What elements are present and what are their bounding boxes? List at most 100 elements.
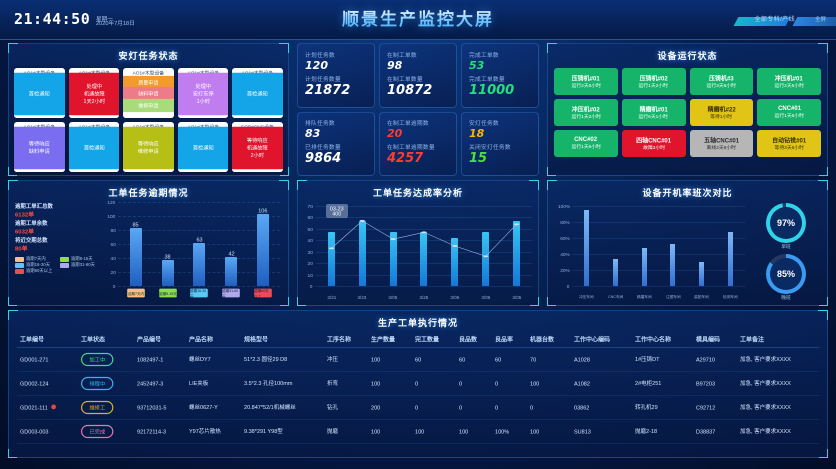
bar bbox=[327, 232, 335, 286]
y-tick: 80 bbox=[110, 227, 116, 233]
x-category-chip: 逾期31-60天 bbox=[222, 288, 241, 299]
stat-cell: 在制工单数 98 在制工单数量 10872 bbox=[379, 43, 457, 108]
table-cell: 折弯 bbox=[324, 371, 369, 396]
equipment-tile[interactable]: 自动钻铣#01 等待3天6小时 bbox=[757, 130, 822, 157]
andon-card[interactable]: COB#CNC设备等待响应机通故障2小时 bbox=[232, 122, 284, 172]
andon-card-body: 首检通知 bbox=[232, 72, 284, 116]
x-category-chip: 逾期7天内 bbox=[127, 288, 145, 298]
table-cell: 03862 bbox=[571, 395, 633, 420]
worksheet-table-wrap: 工单编号 工单状态 产品编号 产品名称 规格型号 工序名称 生产数量 完工数量 良品数 良品率 机器… bbox=[9, 332, 827, 444]
table-cell: 60 bbox=[412, 347, 457, 372]
stat-value: 15 bbox=[469, 151, 488, 167]
andon-card[interactable]: AO1#木型设备首检通知 bbox=[14, 68, 65, 118]
andon-card[interactable]: AO1#木型设备首检通知 bbox=[68, 122, 120, 172]
table-row[interactable]: GD021-111 维修工 93712031-5 螺丝0627-Y 20.847*52/… bbox=[17, 395, 819, 420]
andon-card-body: 处理中 安灯东停 1小时 bbox=[177, 72, 229, 116]
warning-dot bbox=[51, 404, 57, 410]
achievement-line-points bbox=[328, 219, 520, 258]
equipment-tile[interactable]: 压铸机#01 运行2天6小时 bbox=[553, 68, 618, 95]
y-tick: 60 bbox=[110, 241, 116, 247]
table-cell: 抛磨 bbox=[324, 419, 369, 444]
table-cell: A29710 bbox=[692, 347, 737, 372]
equipment-tile[interactable]: 四轴CNC#01 故障3小时 bbox=[621, 130, 686, 157]
table-column-header: 良品率 bbox=[491, 332, 528, 348]
equipment-status: 运行1天6小时 bbox=[571, 143, 601, 150]
current-date: 星期一 2020年7月18日 bbox=[96, 16, 135, 28]
equipment-name: 压铸机#3 bbox=[709, 75, 734, 83]
stat-label: 安灯任务数 bbox=[469, 121, 499, 128]
bar bbox=[612, 258, 618, 286]
overdue-chart-title: 工单任务逾期情况 bbox=[108, 188, 189, 198]
date-label: 2020年7月18日 bbox=[96, 21, 135, 28]
table-cell: 51*2.3 圆径29 D8 bbox=[240, 347, 325, 372]
andon-card[interactable]: AO1#木型设备首检通知 bbox=[177, 122, 229, 172]
andon-card[interactable]: AO1#木型设备处理中安灯东停1小时 bbox=[177, 68, 229, 118]
table-column-header: 工序名称 bbox=[324, 332, 369, 348]
stat-label: 在制工单数 bbox=[387, 52, 417, 60]
table-cell: C92712 bbox=[692, 395, 737, 420]
andon-card[interactable]: AO1#木型设备等待响应维修申请 bbox=[123, 122, 174, 172]
chart-tooltip: 03-23 400 bbox=[326, 204, 348, 218]
gauge-value: 85% bbox=[776, 269, 795, 279]
table-cell: LIE夹板 bbox=[185, 371, 241, 396]
stat-value: 10872 bbox=[387, 82, 433, 98]
y-tick: 20 bbox=[110, 269, 116, 275]
overdue-summary-row: 将近交期总数 80单 bbox=[15, 237, 101, 252]
table-cell: 93712031-5 bbox=[134, 395, 186, 420]
andon-card[interactable]: AO1#木型设备首检通知 bbox=[232, 68, 284, 118]
x-tick: 精磨车间 bbox=[637, 294, 652, 300]
table-cell: 2452497-3 bbox=[134, 371, 186, 396]
equipment-tile[interactable]: 精磨机#01 运行6天1小时 bbox=[621, 99, 686, 126]
equipment-status: 等待1小时 bbox=[710, 112, 733, 119]
andon-grid: AO1#木型设备首检通知AO1#木型设备处理中机通故障1天2小时AO1#木型设备… bbox=[9, 65, 288, 177]
equipment-tile[interactable]: 五轴CNC#01 离线2天6小时 bbox=[689, 130, 754, 157]
overdue-summary-value: 80单 bbox=[15, 245, 28, 253]
status-badge: 已完成 bbox=[81, 424, 114, 439]
legend-item: 逾期7天内 bbox=[15, 257, 57, 262]
equipment-tile[interactable]: CNC#01 运行1天6小时 bbox=[757, 99, 822, 126]
stat-label: 计划任务数量 bbox=[305, 76, 341, 84]
stat-cell: 计划任务数 120 计划任务数量 21872 bbox=[297, 43, 376, 108]
bar-value-label: 38 bbox=[164, 253, 171, 260]
equipment-tile[interactable]: 压铸机#3 运行3天6小时 bbox=[689, 68, 754, 95]
equipment-status: 等待3天6小时 bbox=[774, 143, 804, 150]
bar-group: 38 bbox=[157, 204, 179, 286]
gauge-value: 97% bbox=[776, 218, 795, 228]
equipment-tile[interactable]: 冲压机#01 运行2天5小时 bbox=[757, 68, 822, 95]
overdue-chart-panel: 工单任务逾期情况 逾期工单汇总数 6132单 逾期工单余数 6032单 将近交期总数 80… bbox=[8, 180, 289, 306]
andon-card[interactable]: AO1#木型设备 质量申请 缺料申请 维修申请 bbox=[123, 68, 174, 118]
stat-label: 计划任务数 bbox=[305, 52, 335, 60]
overdue-legend-keys: 逾期7天内 逾期8-15天 逾期16-30天 逾期31-60天 逾期60天以上 bbox=[15, 257, 101, 274]
table-row[interactable]: GD002-124 排程中 2452497-3 LIE夹板 3.5*2.3 孔径100m… bbox=[17, 371, 819, 396]
line-selector[interactable]: 全部专科/产线 bbox=[754, 17, 795, 23]
grid-line bbox=[118, 216, 280, 217]
equipment-status: 运行1天2小时 bbox=[638, 81, 669, 88]
andon-card-footer bbox=[123, 111, 174, 118]
andon-card[interactable]: AO1#木型设备处理中机通故障1天2小时 bbox=[68, 68, 120, 118]
x-tick: 注塑车间 bbox=[665, 294, 681, 300]
andon-card[interactable]: AO1#木型设备等待响应缺料申请 bbox=[14, 122, 65, 172]
equipment-name: 压铸机#01 bbox=[571, 75, 600, 83]
equipment-name: 精磨机#22 bbox=[707, 106, 736, 114]
stat-cell: 安灯任务数 18 关闭安灯任务数 15 bbox=[461, 111, 539, 176]
fullscreen-button[interactable]: 全屏 bbox=[814, 16, 826, 23]
andon-card-text: 首检通知 bbox=[14, 72, 65, 116]
table-row[interactable]: GD003-003 已完成 92172114-3 Y97芯片散热 9.38*291 Y9… bbox=[17, 419, 819, 444]
table-cell: 0 bbox=[456, 371, 492, 396]
gauge-ring: 85% bbox=[765, 254, 806, 294]
equipment-tile[interactable]: CNC#02 运行1天6小时 bbox=[553, 130, 618, 157]
table-header-row: 工单编号 工单状态 产品编号 产品名称 规格型号 工序名称 生产数量 完工数量 良品数 良品率 机器… bbox=[17, 332, 819, 348]
equipment-tile[interactable]: 压铸机#02 运行1天2小时 bbox=[621, 68, 686, 95]
equipment-tile[interactable]: 精磨机#22 等待1小时 bbox=[689, 99, 754, 126]
y-tick: 40 bbox=[307, 237, 313, 244]
equipment-name: CNC#01 bbox=[777, 105, 801, 113]
equipment-tile[interactable]: 冲压机#02 运行1天2小时 bbox=[553, 99, 618, 126]
table-cell: 100 bbox=[527, 371, 572, 396]
equipment-status: 离线2天6小时 bbox=[706, 143, 737, 150]
table-row[interactable]: GD001-271 加工中 1082497-1 螺丝DY7 51*2.3 圆径29 D8… bbox=[17, 347, 819, 372]
table-cell: 1#压铸DT bbox=[632, 347, 693, 372]
equipment-name: 精磨机#01 bbox=[639, 106, 668, 114]
table-cell: A1082 bbox=[571, 371, 633, 396]
table-cell: 抛磨2-18 bbox=[632, 419, 693, 444]
andon-card-text: 处理中 机通故障 1天2小时 bbox=[68, 72, 120, 116]
